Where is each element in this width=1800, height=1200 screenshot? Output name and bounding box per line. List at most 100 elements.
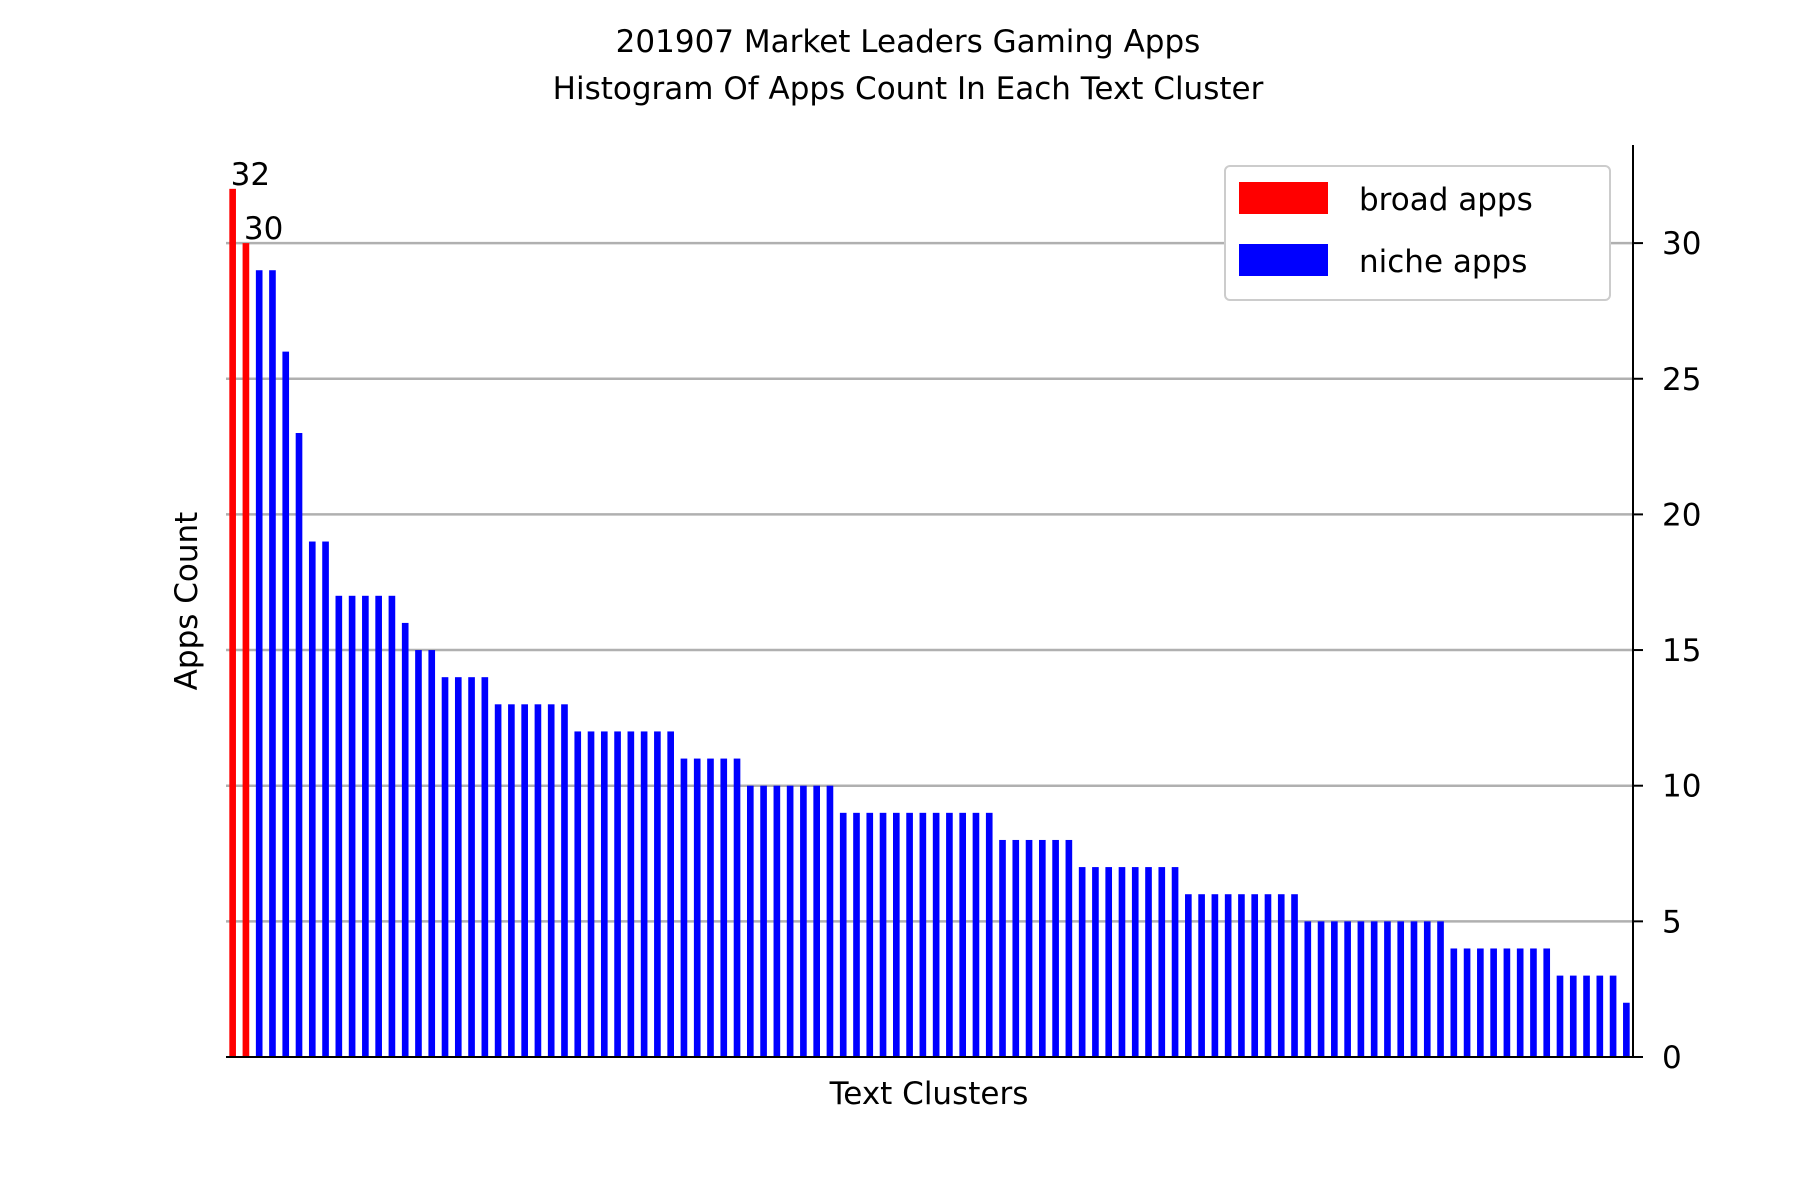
niche-apps-bar — [879, 812, 887, 1057]
niche-apps-bar — [1463, 948, 1471, 1057]
niche-apps-bar — [269, 270, 276, 1058]
niche-apps-bar — [255, 270, 263, 1058]
niche-apps-bar — [839, 812, 847, 1057]
niche-apps-bar — [1437, 921, 1444, 1057]
niche-apps-bar — [348, 595, 356, 1057]
y-tick-label: 20 — [1662, 497, 1701, 533]
legend-label-niche: niche apps — [1359, 244, 1527, 280]
bars — [229, 188, 1630, 1058]
niche-apps-bar — [946, 812, 953, 1057]
niche-apps-bar — [574, 731, 582, 1057]
niche-apps-bar — [1423, 921, 1431, 1057]
niche-apps-bar — [906, 812, 913, 1057]
niche-apps-bar — [600, 731, 608, 1057]
niche-apps-bar — [547, 704, 555, 1057]
niche-apps-bar — [627, 731, 635, 1057]
niche-apps-bar — [866, 812, 874, 1057]
y-tick-label: 10 — [1662, 769, 1701, 805]
niche-apps-bar — [534, 704, 542, 1057]
niche-apps-bar — [1477, 948, 1484, 1057]
x-axis-label: Text Clusters — [829, 1076, 1029, 1112]
niche-apps-bar — [375, 595, 382, 1057]
niche-apps-bar — [1145, 867, 1152, 1057]
niche-apps-bar — [1264, 894, 1272, 1057]
legend-swatch-broad — [1239, 182, 1328, 214]
broad-apps-bar — [229, 188, 236, 1058]
bar-value-label: 32 — [231, 157, 270, 193]
niche-apps-bar — [1198, 894, 1205, 1057]
niche-apps-bar — [1185, 894, 1192, 1057]
niche-apps-bar — [1105, 867, 1113, 1057]
niche-apps-bar — [335, 595, 343, 1057]
niche-apps-bar — [746, 785, 754, 1057]
niche-apps-bar — [1490, 948, 1497, 1057]
y-tick-label: 15 — [1662, 633, 1701, 669]
niche-apps-bar — [720, 758, 728, 1057]
niche-apps-bar — [322, 541, 329, 1057]
y-tick-label: 25 — [1662, 362, 1701, 398]
niche-apps-bar — [693, 758, 701, 1057]
legend-swatch-niche — [1239, 244, 1328, 276]
niche-apps-bar — [1171, 867, 1179, 1057]
niche-apps-bar — [362, 595, 369, 1057]
niche-apps-bar — [1370, 921, 1378, 1057]
y-tick-label: 5 — [1662, 904, 1682, 940]
niche-apps-bar — [1516, 948, 1524, 1057]
niche-apps-bar — [494, 704, 502, 1057]
niche-apps-bar — [826, 785, 834, 1057]
niche-apps-bar — [1596, 975, 1604, 1057]
niche-apps-bar — [1317, 921, 1325, 1057]
niche-apps-bar — [893, 812, 900, 1057]
niche-apps-bar — [667, 731, 674, 1057]
niche-apps-bar — [1251, 894, 1259, 1057]
niche-apps-bar — [707, 758, 714, 1057]
niche-apps-bar — [972, 812, 980, 1057]
y-axis-ticks: 0 5 10 15 20 25 30 — [1633, 226, 1701, 1076]
niche-apps-bar — [1556, 975, 1564, 1057]
bar-value-label: 30 — [244, 211, 283, 247]
niche-apps-bar — [508, 704, 515, 1057]
niche-apps-bar — [959, 812, 967, 1057]
niche-apps-bar — [932, 812, 940, 1057]
niche-apps-bar — [786, 785, 794, 1057]
niche-apps-bar — [561, 704, 568, 1057]
niche-apps-bar — [614, 731, 621, 1057]
niche-apps-bar — [295, 433, 303, 1057]
niche-apps-bar — [428, 650, 436, 1057]
niche-apps-bar — [1623, 1002, 1630, 1057]
niche-apps-bar — [1025, 839, 1033, 1057]
niche-apps-bar — [1238, 894, 1245, 1057]
y-axis-label: Apps Count — [169, 512, 205, 691]
niche-apps-bar — [985, 812, 993, 1057]
legend: broad apps niche apps — [1224, 165, 1611, 301]
niche-apps-bar — [388, 595, 396, 1057]
niche-apps-bar — [308, 541, 316, 1057]
niche-apps-bar — [1078, 867, 1086, 1057]
gridlines — [226, 241, 1633, 923]
niche-apps-bar — [999, 839, 1006, 1057]
niche-apps-bar — [1410, 921, 1418, 1057]
niche-apps-bar — [415, 650, 422, 1057]
niche-apps-bar — [1092, 867, 1099, 1057]
niche-apps-bar — [1569, 975, 1577, 1057]
niche-apps-bar — [1039, 839, 1046, 1057]
niche-apps-bar — [1291, 894, 1298, 1057]
niche-apps-bar — [1503, 948, 1511, 1057]
niche-apps-bar — [1331, 921, 1338, 1057]
data-labels: 32 30 — [231, 157, 284, 247]
niche-apps-bar — [1450, 948, 1458, 1057]
niche-apps-bar — [481, 677, 489, 1057]
niche-apps-bar — [680, 758, 688, 1057]
niche-apps-bar — [282, 351, 290, 1057]
niche-apps-bar — [1543, 948, 1551, 1057]
niche-apps-bar — [640, 731, 648, 1057]
niche-apps-bar — [1158, 867, 1166, 1057]
niche-apps-bar — [654, 731, 661, 1057]
niche-apps-bar — [587, 731, 595, 1057]
niche-apps-bar — [919, 812, 927, 1057]
niche-apps-bar — [1530, 948, 1537, 1057]
niche-apps-bar — [1065, 839, 1073, 1057]
niche-apps-bar — [1583, 975, 1590, 1057]
legend-label-broad: broad apps — [1359, 182, 1533, 218]
niche-apps-bar — [1211, 894, 1219, 1057]
